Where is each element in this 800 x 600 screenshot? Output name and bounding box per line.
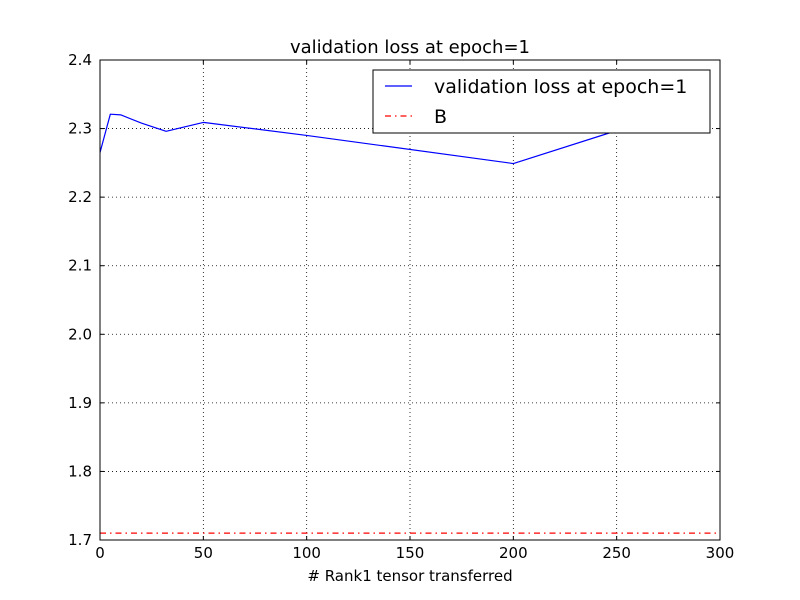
x-tick-label: 0 xyxy=(95,544,105,562)
x-tick-label: 250 xyxy=(602,544,631,562)
series-group xyxy=(100,113,720,534)
x-tick-label: 50 xyxy=(194,544,213,562)
x-tick-label: 300 xyxy=(706,544,735,562)
ticks: 0 50 100 150 200 250 300 1.7 1.8 1.9 2.0 2.1 2.2 2.3 2… xyxy=(68,51,734,562)
y-tick-label: 1.9 xyxy=(68,394,92,412)
y-tick-label: 2.2 xyxy=(68,188,92,206)
x-tick-label: 100 xyxy=(292,544,321,562)
legend-box xyxy=(372,69,711,134)
y-tick-label: 2.0 xyxy=(68,325,92,343)
y-tick-label: 2.3 xyxy=(68,120,92,138)
x-tick-label: 150 xyxy=(396,544,425,562)
x-axis-label: # Rank1 tensor transferred xyxy=(307,567,512,585)
legend-label-2: B xyxy=(434,106,447,128)
y-tick-label: 1.8 xyxy=(68,462,92,480)
y-tick-label: 2.4 xyxy=(68,51,92,69)
x-tick-label: 200 xyxy=(499,544,528,562)
legend: validation loss at epoch=1 B xyxy=(372,69,711,134)
y-tick-label: 1.7 xyxy=(68,531,92,549)
y-tick-label: 2.1 xyxy=(68,257,92,275)
legend-label-1: validation loss at epoch=1 xyxy=(434,76,687,98)
chart-title: validation loss at epoch=1 xyxy=(290,37,530,58)
series-line-1 xyxy=(100,113,659,165)
